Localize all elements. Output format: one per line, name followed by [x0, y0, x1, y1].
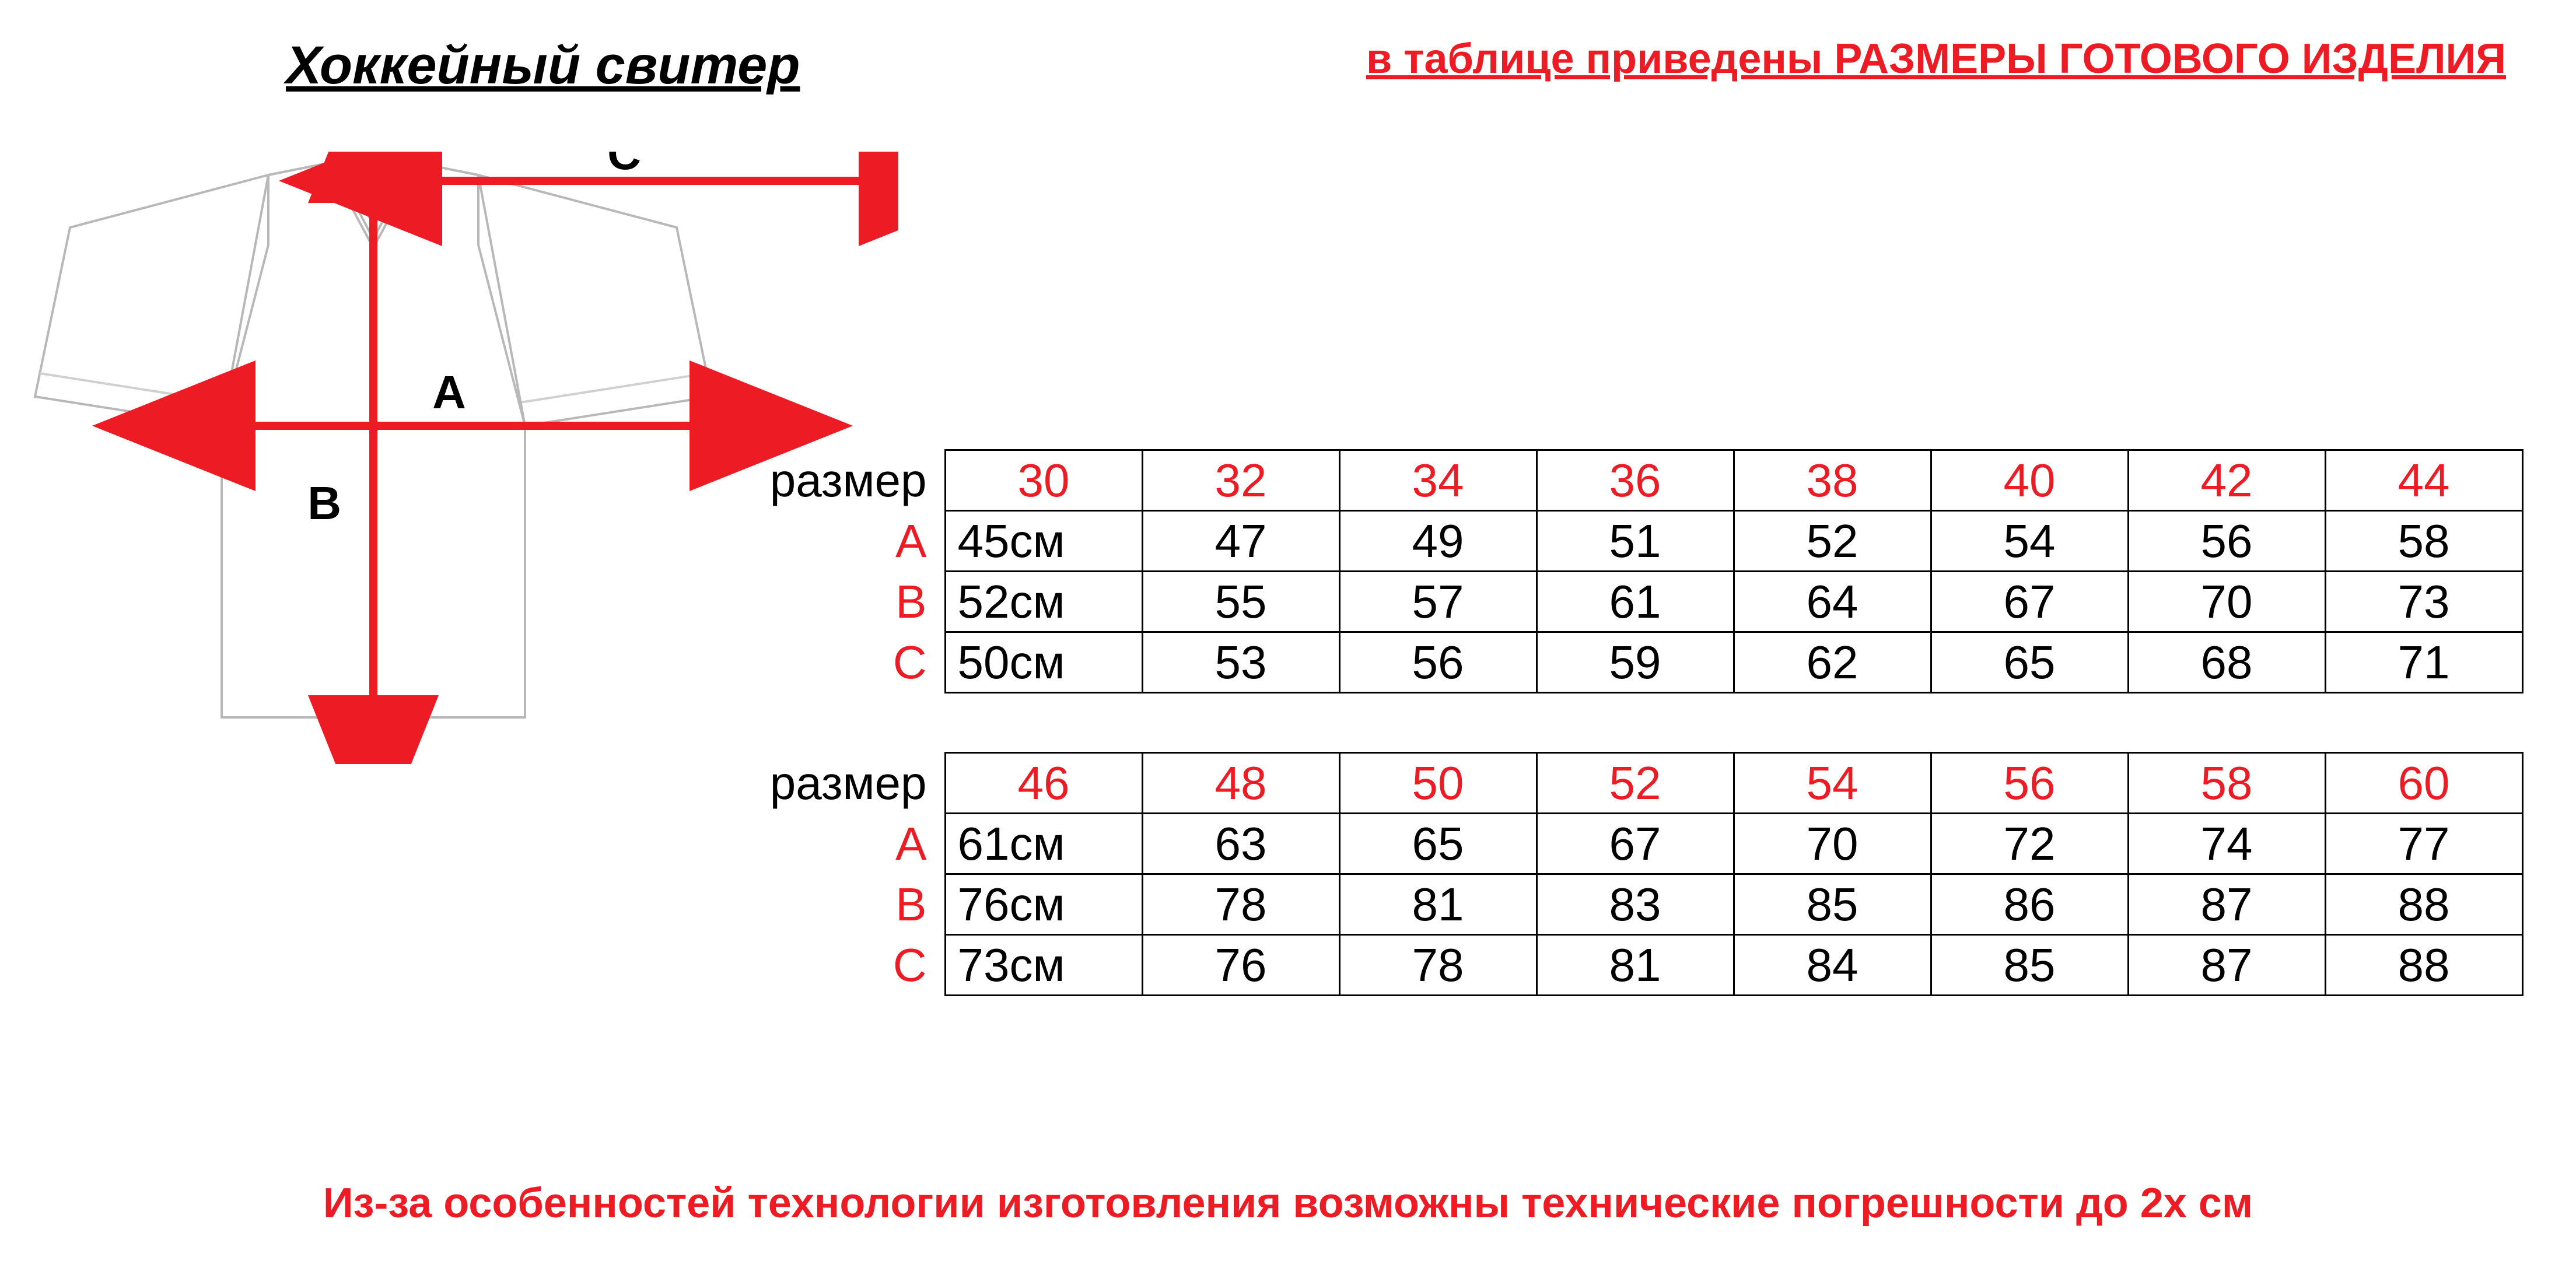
size-label: размер	[747, 450, 945, 511]
dimension-value: 88	[2325, 874, 2522, 935]
dimension-value: 72	[1931, 814, 2128, 874]
dimension-value: 55	[1142, 572, 1339, 632]
dimension-value: 85	[1931, 935, 2128, 996]
dimension-label: В	[747, 572, 945, 632]
table-row: С 73см 76 78 81 84 85 87 88	[747, 935, 2522, 996]
table-header-row: размер 46 48 50 52 54 56 58 60	[747, 753, 2522, 814]
dimension-value: 77	[2325, 814, 2522, 874]
dimension-value: 73	[2325, 572, 2522, 632]
dimension-value: 61	[1536, 572, 1734, 632]
dimension-value: 68	[2128, 632, 2325, 693]
dimension-label: А	[747, 511, 945, 572]
dimension-value: 62	[1734, 632, 1931, 693]
dimension-value: 52см	[945, 572, 1142, 632]
size-header: 60	[2325, 753, 2522, 814]
dimension-value: 84	[1734, 935, 1931, 996]
dimension-value: 64	[1734, 572, 1931, 632]
dimension-value: 81	[1536, 935, 1734, 996]
dimension-value: 45см	[945, 511, 1142, 572]
dimension-value: 87	[2128, 874, 2325, 935]
dimension-value: 87	[2128, 935, 2325, 996]
size-table-2: размер 46 48 50 52 54 56 58 60 А 61см 63…	[747, 752, 2524, 996]
dimension-value: 59	[1536, 632, 1734, 693]
dimension-value: 67	[1536, 814, 1734, 874]
dimension-value: 76	[1142, 935, 1339, 996]
footnote: Из-за особенностей технологии изготовлен…	[0, 1179, 2576, 1227]
dimension-value: 53	[1142, 632, 1339, 693]
size-header: 34	[1339, 450, 1536, 511]
table-row: В 52см 55 57 61 64 67 70 73	[747, 572, 2522, 632]
dimension-value: 76см	[945, 874, 1142, 935]
size-header: 50	[1339, 753, 1536, 814]
dimension-value: 54	[1931, 511, 2128, 572]
size-label: размер	[747, 753, 945, 814]
size-header: 58	[2128, 753, 2325, 814]
dimension-value: 52	[1734, 511, 1931, 572]
dimension-value: 86	[1931, 874, 2128, 935]
dimension-value: 58	[2325, 511, 2522, 572]
size-header: 48	[1142, 753, 1339, 814]
dimension-value: 49	[1339, 511, 1536, 572]
size-header: 46	[945, 753, 1142, 814]
size-header: 38	[1734, 450, 1931, 511]
size-header: 32	[1142, 450, 1339, 511]
dimension-value: 65	[1931, 632, 2128, 693]
size-header: 44	[2325, 450, 2522, 511]
dimension-value: 78	[1142, 874, 1339, 935]
size-header: 30	[945, 450, 1142, 511]
dimension-value: 50см	[945, 632, 1142, 693]
dimension-value: 85	[1734, 874, 1931, 935]
dimension-value: 88	[2325, 935, 2522, 996]
dimension-label: С	[747, 632, 945, 693]
dimension-value: 74	[2128, 814, 2325, 874]
dimension-value: 57	[1339, 572, 1536, 632]
size-header: 42	[2128, 450, 2325, 511]
page-subtitle: в таблице приведены РАЗМЕРЫ ГОТОВОГО ИЗД…	[1366, 35, 2506, 96]
size-header: 40	[1931, 450, 2128, 511]
diagram-label-b: В	[307, 477, 341, 529]
dimension-value: 56	[2128, 511, 2325, 572]
dimension-value: 83	[1536, 874, 1734, 935]
dimension-value: 65	[1339, 814, 1536, 874]
dimension-value: 67	[1931, 572, 2128, 632]
size-header: 56	[1931, 753, 2128, 814]
dimension-value: 61см	[945, 814, 1142, 874]
dimension-value: 78	[1339, 935, 1536, 996]
size-table-1: размер 30 32 34 36 38 40 42 44 А 45см 47…	[747, 449, 2524, 693]
page-title: Хоккейный свитер	[286, 35, 800, 96]
dimension-value: 81	[1339, 874, 1536, 935]
dimension-value: 63	[1142, 814, 1339, 874]
dimension-value: 56	[1339, 632, 1536, 693]
dimension-value: 70	[1734, 814, 1931, 874]
diagram-label-a: А	[432, 366, 466, 418]
table-header-row: размер 30 32 34 36 38 40 42 44	[747, 450, 2522, 511]
size-tables: размер 30 32 34 36 38 40 42 44 А 45см 47…	[747, 449, 2524, 1055]
dimension-value: 71	[2325, 632, 2522, 693]
table-row: А 45см 47 49 51 52 54 56 58	[747, 511, 2522, 572]
table-row: В 76см 78 81 83 85 86 87 88	[747, 874, 2522, 935]
diagram-label-c: С	[607, 152, 641, 179]
dimension-label: А	[747, 814, 945, 874]
size-header: 52	[1536, 753, 1734, 814]
dimension-value: 47	[1142, 511, 1339, 572]
dimension-value: 51	[1536, 511, 1734, 572]
table-row: С 50см 53 56 59 62 65 68 71	[747, 632, 2522, 693]
dimension-value: 70	[2128, 572, 2325, 632]
dimension-label: В	[747, 874, 945, 935]
size-header: 36	[1536, 450, 1734, 511]
dimension-value: 73см	[945, 935, 1142, 996]
size-header: 54	[1734, 753, 1931, 814]
table-row: А 61см 63 65 67 70 72 74 77	[747, 814, 2522, 874]
dimension-label: С	[747, 935, 945, 996]
